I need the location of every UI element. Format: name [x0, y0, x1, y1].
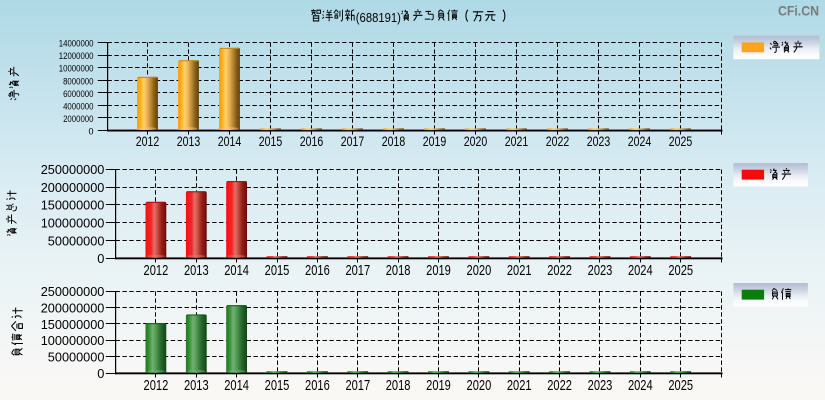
svg-text:4000000: 4000000 — [63, 102, 93, 112]
svg-text:2024: 2024 — [628, 133, 652, 149]
svg-text:0: 0 — [97, 251, 104, 266]
svg-text:2019: 2019 — [426, 378, 451, 394]
svg-text:2018: 2018 — [386, 378, 411, 394]
svg-text:0: 0 — [97, 366, 104, 381]
svg-text:2020: 2020 — [464, 133, 488, 149]
svg-text:12000000: 12000000 — [59, 51, 94, 61]
svg-text:2017: 2017 — [345, 263, 370, 279]
svg-text:100000000: 100000000 — [41, 216, 105, 231]
svg-text:100000000: 100000000 — [41, 333, 105, 348]
svg-text:2024: 2024 — [628, 378, 653, 394]
svg-text:150000000: 150000000 — [41, 198, 105, 213]
svg-text:2014: 2014 — [224, 378, 249, 394]
svg-text:2018: 2018 — [382, 133, 406, 149]
svg-text:250000000: 250000000 — [41, 162, 105, 177]
svg-text:CFi.CN: CFi.CN — [778, 2, 819, 18]
svg-text:2017: 2017 — [341, 133, 365, 149]
svg-text:2023: 2023 — [588, 378, 613, 394]
svg-text:(688191): (688191) — [356, 10, 401, 25]
svg-text:2017: 2017 — [345, 378, 370, 394]
svg-text:10000000: 10000000 — [59, 64, 94, 74]
svg-text:2022: 2022 — [546, 133, 570, 149]
svg-text:50000000: 50000000 — [48, 350, 105, 365]
svg-text:2016: 2016 — [305, 378, 330, 394]
svg-text:2021: 2021 — [505, 133, 529, 149]
svg-text:2020: 2020 — [467, 263, 492, 279]
svg-text:2013: 2013 — [177, 133, 201, 149]
svg-text:150000000: 150000000 — [41, 317, 105, 332]
svg-text:0: 0 — [88, 127, 93, 137]
svg-text:2013: 2013 — [184, 378, 209, 394]
svg-text:200000000: 200000000 — [41, 180, 105, 195]
svg-text:8000000: 8000000 — [63, 76, 93, 86]
svg-text:2023: 2023 — [588, 263, 613, 279]
svg-text:2022: 2022 — [547, 378, 572, 394]
svg-text:2015: 2015 — [265, 263, 290, 279]
svg-text:2016: 2016 — [300, 133, 324, 149]
svg-text:2015: 2015 — [259, 133, 283, 149]
svg-text:2021: 2021 — [507, 263, 532, 279]
svg-text:2025: 2025 — [668, 378, 693, 394]
svg-text:2019: 2019 — [423, 133, 447, 149]
svg-text:2015: 2015 — [265, 378, 290, 394]
svg-text:2018: 2018 — [386, 263, 411, 279]
svg-text:2022: 2022 — [547, 263, 572, 279]
svg-text:2016: 2016 — [305, 263, 330, 279]
svg-text:2019: 2019 — [426, 263, 451, 279]
svg-text:2012: 2012 — [136, 133, 160, 149]
svg-text:2021: 2021 — [507, 378, 532, 394]
svg-text:2025: 2025 — [668, 263, 693, 279]
svg-text:2000000: 2000000 — [63, 114, 93, 124]
svg-text:2024: 2024 — [628, 263, 653, 279]
svg-text:2014: 2014 — [218, 133, 242, 149]
svg-text:2025: 2025 — [669, 133, 693, 149]
svg-text:2013: 2013 — [184, 263, 209, 279]
svg-text:2012: 2012 — [144, 263, 169, 279]
svg-text:6000000: 6000000 — [63, 89, 93, 99]
svg-text:2012: 2012 — [144, 378, 169, 394]
svg-text:2020: 2020 — [467, 378, 492, 394]
svg-text:14000000: 14000000 — [59, 39, 94, 49]
svg-text:250000000: 250000000 — [41, 284, 105, 299]
svg-text:2023: 2023 — [587, 133, 611, 149]
svg-text:50000000: 50000000 — [48, 233, 105, 248]
svg-text:2014: 2014 — [224, 263, 249, 279]
svg-text:200000000: 200000000 — [41, 300, 105, 315]
